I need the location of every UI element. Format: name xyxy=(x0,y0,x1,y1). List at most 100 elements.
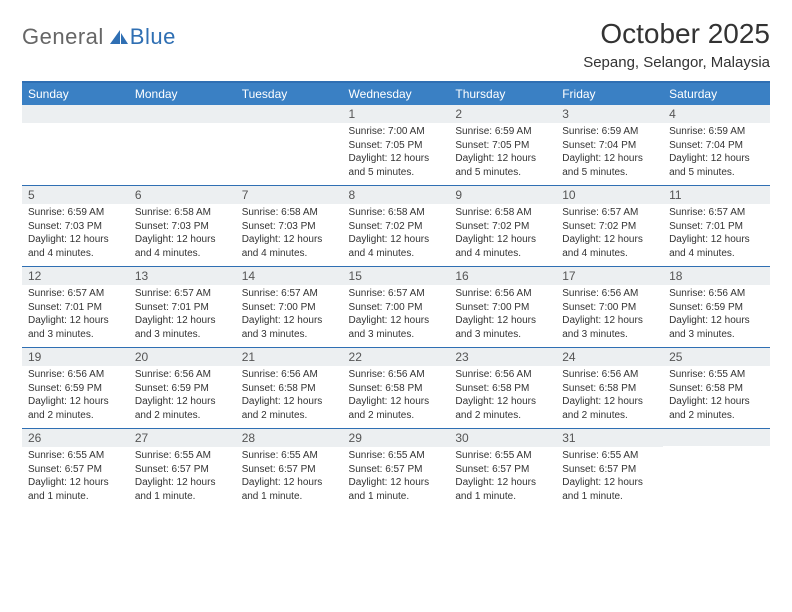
calendar-cell: 10Sunrise: 6:57 AMSunset: 7:02 PMDayligh… xyxy=(556,185,663,266)
day-number: 21 xyxy=(236,347,343,366)
day-body: Sunrise: 6:57 AMSunset: 7:00 PMDaylight:… xyxy=(236,285,343,347)
daylight-text: Daylight: 12 hours and 3 minutes. xyxy=(669,314,764,341)
calendar-cell: 2Sunrise: 6:59 AMSunset: 7:05 PMDaylight… xyxy=(449,105,556,185)
sunset-text: Sunset: 7:04 PM xyxy=(562,139,657,153)
daylight-text: Daylight: 12 hours and 3 minutes. xyxy=(242,314,337,341)
daylight-text: Daylight: 12 hours and 1 minute. xyxy=(28,476,123,503)
calendar-cell: 23Sunrise: 6:56 AMSunset: 6:58 PMDayligh… xyxy=(449,347,556,428)
daylight-text: Daylight: 12 hours and 2 minutes. xyxy=(562,395,657,422)
day-number: 30 xyxy=(449,428,556,447)
day-number: 8 xyxy=(343,185,450,204)
day-body: Sunrise: 6:55 AMSunset: 6:57 PMDaylight:… xyxy=(129,447,236,509)
calendar-cell xyxy=(236,105,343,185)
calendar-cell: 30Sunrise: 6:55 AMSunset: 6:57 PMDayligh… xyxy=(449,428,556,509)
weekday-header: Saturday xyxy=(663,82,770,105)
sunrise-text: Sunrise: 6:57 AM xyxy=(242,287,337,301)
sunset-text: Sunset: 7:05 PM xyxy=(455,139,550,153)
calendar-cell: 19Sunrise: 6:56 AMSunset: 6:59 PMDayligh… xyxy=(22,347,129,428)
logo-text-general: General xyxy=(22,24,104,50)
sunset-text: Sunset: 7:02 PM xyxy=(562,220,657,234)
weekday-header: Sunday xyxy=(22,82,129,105)
sunrise-text: Sunrise: 6:57 AM xyxy=(669,206,764,220)
sunset-text: Sunset: 7:02 PM xyxy=(349,220,444,234)
sunrise-text: Sunrise: 6:57 AM xyxy=(135,287,230,301)
sunrise-text: Sunrise: 6:57 AM xyxy=(28,287,123,301)
sunset-text: Sunset: 6:57 PM xyxy=(349,463,444,477)
daylight-text: Daylight: 12 hours and 2 minutes. xyxy=(28,395,123,422)
calendar-cell: 15Sunrise: 6:57 AMSunset: 7:00 PMDayligh… xyxy=(343,266,450,347)
day-number: 3 xyxy=(556,105,663,123)
day-body: Sunrise: 6:56 AMSunset: 6:58 PMDaylight:… xyxy=(449,366,556,428)
calendar-cell: 20Sunrise: 6:56 AMSunset: 6:59 PMDayligh… xyxy=(129,347,236,428)
sunrise-text: Sunrise: 6:56 AM xyxy=(455,287,550,301)
calendar-cell xyxy=(22,105,129,185)
day-number: 10 xyxy=(556,185,663,204)
weekday-header: Thursday xyxy=(449,82,556,105)
daylight-text: Daylight: 12 hours and 4 minutes. xyxy=(562,233,657,260)
day-body: Sunrise: 6:59 AMSunset: 7:04 PMDaylight:… xyxy=(663,123,770,185)
sunset-text: Sunset: 7:03 PM xyxy=(28,220,123,234)
calendar-cell: 18Sunrise: 6:56 AMSunset: 6:59 PMDayligh… xyxy=(663,266,770,347)
sunset-text: Sunset: 6:57 PM xyxy=(28,463,123,477)
day-number: 5 xyxy=(22,185,129,204)
sunrise-text: Sunrise: 6:56 AM xyxy=(455,368,550,382)
calendar-week-row: 12Sunrise: 6:57 AMSunset: 7:01 PMDayligh… xyxy=(22,266,770,347)
daylight-text: Daylight: 12 hours and 2 minutes. xyxy=(135,395,230,422)
sunrise-text: Sunrise: 6:59 AM xyxy=(669,125,764,139)
calendar-table: Sunday Monday Tuesday Wednesday Thursday… xyxy=(22,81,770,509)
sunset-text: Sunset: 7:00 PM xyxy=(349,301,444,315)
daylight-text: Daylight: 12 hours and 1 minute. xyxy=(562,476,657,503)
sunrise-text: Sunrise: 6:56 AM xyxy=(242,368,337,382)
day-number: 28 xyxy=(236,428,343,447)
calendar-cell: 27Sunrise: 6:55 AMSunset: 6:57 PMDayligh… xyxy=(129,428,236,509)
calendar-cell xyxy=(129,105,236,185)
weekday-header: Wednesday xyxy=(343,82,450,105)
calendar-cell: 29Sunrise: 6:55 AMSunset: 6:57 PMDayligh… xyxy=(343,428,450,509)
day-body: Sunrise: 6:55 AMSunset: 6:57 PMDaylight:… xyxy=(449,447,556,509)
day-number: 15 xyxy=(343,266,450,285)
day-number: 31 xyxy=(556,428,663,447)
daylight-text: Daylight: 12 hours and 1 minute. xyxy=(349,476,444,503)
sunrise-text: Sunrise: 6:58 AM xyxy=(135,206,230,220)
day-body: Sunrise: 6:56 AMSunset: 7:00 PMDaylight:… xyxy=(449,285,556,347)
calendar-cell: 11Sunrise: 6:57 AMSunset: 7:01 PMDayligh… xyxy=(663,185,770,266)
day-number xyxy=(663,428,770,446)
daylight-text: Daylight: 12 hours and 2 minutes. xyxy=(669,395,764,422)
day-body: Sunrise: 6:58 AMSunset: 7:02 PMDaylight:… xyxy=(343,204,450,266)
day-body: Sunrise: 6:58 AMSunset: 7:03 PMDaylight:… xyxy=(129,204,236,266)
daylight-text: Daylight: 12 hours and 2 minutes. xyxy=(242,395,337,422)
sunset-text: Sunset: 7:01 PM xyxy=(135,301,230,315)
day-number: 4 xyxy=(663,105,770,123)
daylight-text: Daylight: 12 hours and 3 minutes. xyxy=(562,314,657,341)
day-body: Sunrise: 6:58 AMSunset: 7:03 PMDaylight:… xyxy=(236,204,343,266)
day-number: 13 xyxy=(129,266,236,285)
daylight-text: Daylight: 12 hours and 3 minutes. xyxy=(135,314,230,341)
day-number: 1 xyxy=(343,105,450,123)
day-number: 12 xyxy=(22,266,129,285)
sunset-text: Sunset: 6:58 PM xyxy=(669,382,764,396)
sunrise-text: Sunrise: 6:55 AM xyxy=(135,449,230,463)
sunrise-text: Sunrise: 6:55 AM xyxy=(669,368,764,382)
sunset-text: Sunset: 6:57 PM xyxy=(562,463,657,477)
day-number: 11 xyxy=(663,185,770,204)
daylight-text: Daylight: 12 hours and 2 minutes. xyxy=(455,395,550,422)
sunset-text: Sunset: 6:58 PM xyxy=(562,382,657,396)
sunrise-text: Sunrise: 6:56 AM xyxy=(135,368,230,382)
day-number xyxy=(129,105,236,123)
sunrise-text: Sunrise: 6:56 AM xyxy=(349,368,444,382)
day-body: Sunrise: 6:55 AMSunset: 6:57 PMDaylight:… xyxy=(22,447,129,509)
day-body xyxy=(129,123,236,181)
sunset-text: Sunset: 6:59 PM xyxy=(669,301,764,315)
day-number xyxy=(236,105,343,123)
day-body: Sunrise: 6:55 AMSunset: 6:57 PMDaylight:… xyxy=(343,447,450,509)
daylight-text: Daylight: 12 hours and 4 minutes. xyxy=(455,233,550,260)
sunset-text: Sunset: 6:59 PM xyxy=(28,382,123,396)
day-number: 22 xyxy=(343,347,450,366)
sunset-text: Sunset: 6:58 PM xyxy=(242,382,337,396)
sunrise-text: Sunrise: 6:55 AM xyxy=(242,449,337,463)
day-number: 14 xyxy=(236,266,343,285)
sunrise-text: Sunrise: 6:56 AM xyxy=(562,368,657,382)
day-body: Sunrise: 6:56 AMSunset: 6:58 PMDaylight:… xyxy=(236,366,343,428)
calendar-cell: 26Sunrise: 6:55 AMSunset: 6:57 PMDayligh… xyxy=(22,428,129,509)
day-number: 18 xyxy=(663,266,770,285)
